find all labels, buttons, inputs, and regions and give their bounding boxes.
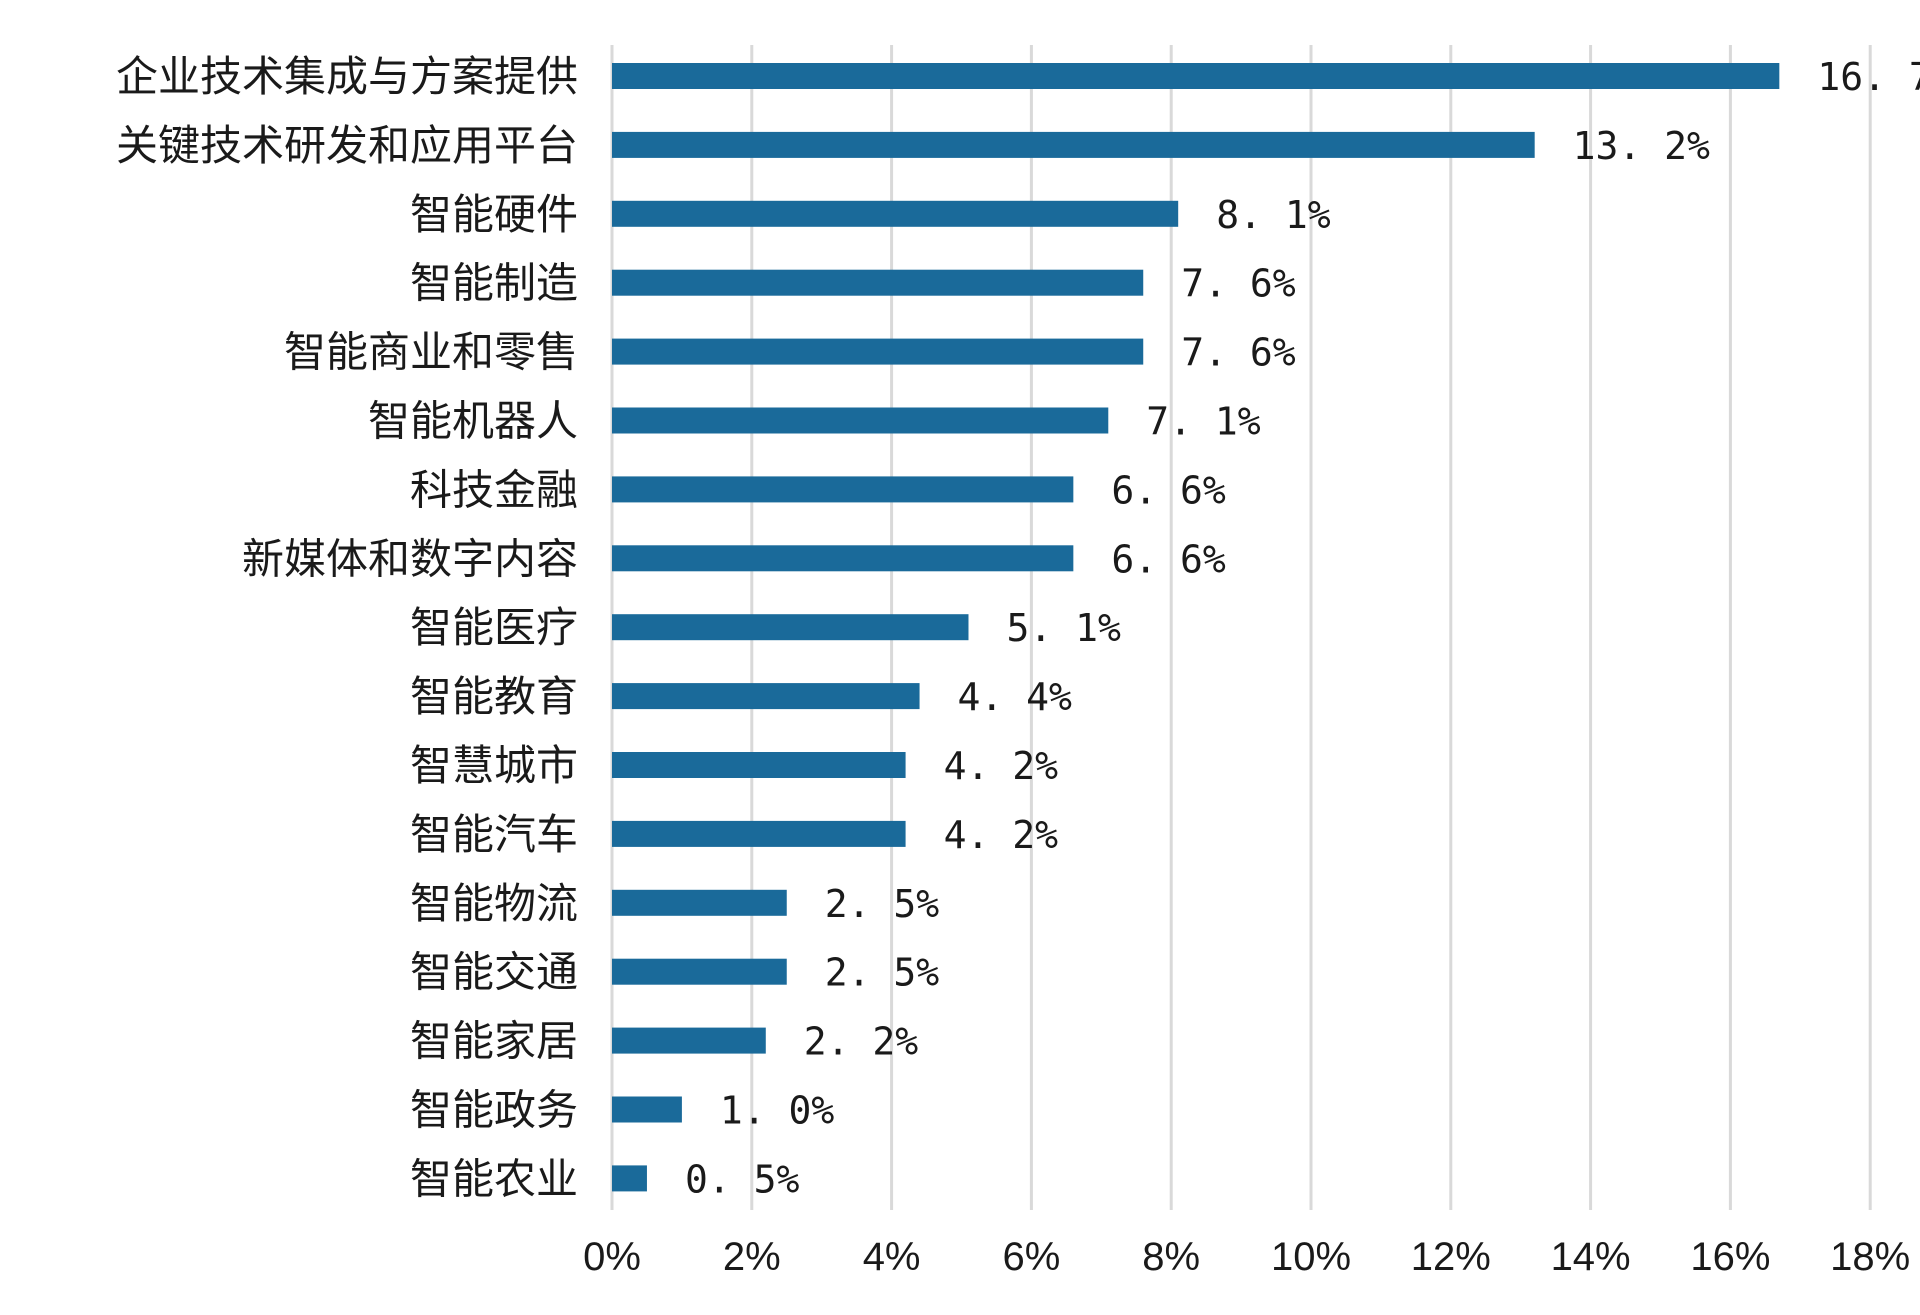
value-labels: 16. 7% 13. 2% 8. 1% 7. 6% 7. 6% 7. 1% 6. 6% 6. … <box>685 55 1920 1201</box>
bar <box>612 1027 766 1054</box>
bar <box>612 407 1109 434</box>
data-label: 6. 6% <box>1111 468 1226 512</box>
bar <box>612 200 1179 227</box>
category-label: 智能家居 <box>410 1017 578 1066</box>
x-tick-label: 6% <box>1002 1235 1060 1279</box>
bar <box>612 63 1780 89</box>
category-label: 智能硬件 <box>410 190 578 239</box>
data-label: 13. 2% <box>1573 124 1710 168</box>
x-axis-tick-labels: 0% 2% 4% 6% 8% 10% 12% 14% 16% 18% <box>583 1235 1910 1279</box>
data-label: 1. 0% <box>720 1089 835 1133</box>
category-label: 智能农业 <box>410 1154 578 1203</box>
data-label: 4. 2% <box>944 813 1059 857</box>
bar <box>612 269 1144 296</box>
data-label: 4. 2% <box>944 744 1059 788</box>
data-label: 4. 4% <box>958 675 1073 719</box>
data-label: 2. 2% <box>804 1020 919 1064</box>
bar <box>612 1096 682 1123</box>
category-label: 智能物流 <box>410 879 578 928</box>
bars <box>612 63 1780 1192</box>
category-label: 企业技术集成与方案提供 <box>116 52 578 101</box>
data-label: 5. 1% <box>1006 606 1121 650</box>
category-label: 智能医疗 <box>410 603 578 652</box>
x-tick-label: 2% <box>723 1235 781 1279</box>
category-label: 智能教育 <box>410 672 578 721</box>
bar <box>612 752 906 778</box>
bar <box>612 338 1144 365</box>
bar <box>612 820 906 847</box>
bar <box>612 545 1074 572</box>
x-tick-label: 16% <box>1690 1235 1770 1279</box>
data-label: 7. 1% <box>1146 400 1261 444</box>
data-label: 16. 7% <box>1817 55 1920 99</box>
data-label: 8. 1% <box>1216 193 1331 237</box>
data-label: 6. 6% <box>1111 537 1226 581</box>
category-label: 关键技术研发和应用平台 <box>116 121 578 170</box>
bar <box>612 131 1535 158</box>
category-label: 智能机器人 <box>368 397 578 446</box>
data-label: 0. 5% <box>685 1157 800 1201</box>
bar <box>612 889 787 916</box>
category-label: 智能交通 <box>410 948 578 997</box>
bar <box>612 1165 647 1192</box>
x-tick-label: 12% <box>1411 1235 1491 1279</box>
data-label: 2. 5% <box>825 882 940 926</box>
x-tick-label: 8% <box>1142 1235 1200 1279</box>
bar <box>612 958 787 985</box>
category-labels: 企业技术集成与方案提供关键技术研发和应用平台智能硬件智能制造智能商业和零售智能机… <box>116 52 578 1203</box>
category-label: 科技金融 <box>410 465 578 514</box>
x-tick-label: 10% <box>1271 1235 1351 1279</box>
category-label: 智能制造 <box>410 259 578 308</box>
category-label: 智能政务 <box>410 1086 578 1135</box>
data-label: 2. 5% <box>825 951 940 995</box>
x-tick-label: 0% <box>583 1235 641 1279</box>
bar <box>612 614 969 641</box>
x-tick-label: 18% <box>1830 1235 1910 1279</box>
data-label: 7. 6% <box>1181 262 1296 306</box>
category-label: 智能商业和零售 <box>284 328 578 377</box>
bar <box>612 476 1074 503</box>
category-label: 智慧城市 <box>410 741 578 790</box>
category-label: 新媒体和数字内容 <box>242 534 578 583</box>
grid-lines <box>610 45 1872 1210</box>
category-label: 智能汽车 <box>410 810 578 859</box>
x-tick-label: 14% <box>1551 1235 1631 1279</box>
x-tick-label: 4% <box>863 1235 921 1279</box>
data-label: 7. 6% <box>1181 331 1296 375</box>
bar <box>612 683 920 710</box>
